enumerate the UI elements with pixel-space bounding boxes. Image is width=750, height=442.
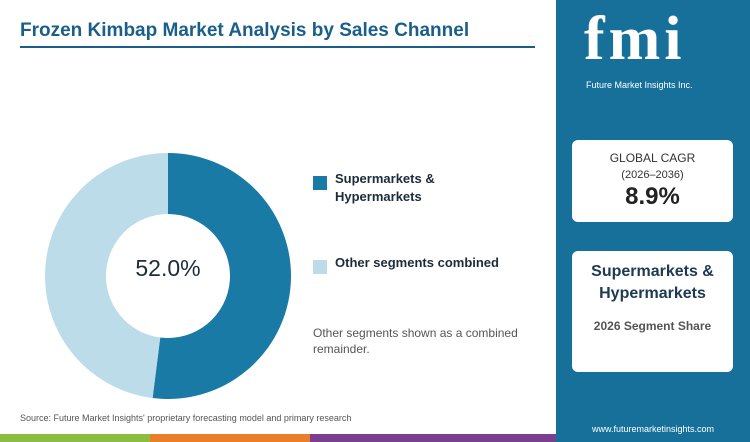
legend-swatch [313, 176, 327, 190]
footer-bar [310, 434, 556, 442]
title-rule [20, 46, 535, 48]
footer-bar [0, 434, 150, 442]
source: Source: Future Market Insights' propriet… [20, 413, 352, 423]
legend: Supermarkets & Hypermarkets Other segment… [313, 170, 513, 274]
segment-caption: 2026 Segment Share [593, 319, 712, 333]
cagr-label: GLOBAL CAGR [609, 151, 696, 165]
slice [152, 153, 291, 399]
segment-box: Supermarkets & Hypermarkets 2026 Segment… [572, 251, 733, 372]
website: www.futuremarketinsights.com [591, 424, 715, 434]
segment-name: Supermarkets & Hypermarkets [591, 263, 714, 302]
legend-item: Supermarkets & Hypermarkets [313, 170, 513, 206]
footer-bar [556, 434, 750, 442]
legend-label: Other segments combined [335, 255, 499, 270]
cagr-box: GLOBAL CAGR (2026–2036) 8.9% [572, 140, 733, 222]
chart-title: Frozen Kimbap Market Analysis by Sales C… [20, 20, 470, 41]
cagr-value: 8.9% [625, 183, 680, 210]
legend-label: Supermarkets & Hypermarkets [335, 171, 435, 204]
logo: fmi [584, 5, 686, 73]
footer-bar [150, 434, 310, 442]
center-label: 52.0% [135, 255, 200, 281]
cagr-period: (2026–2036) [621, 169, 684, 181]
legend-swatch [313, 260, 327, 274]
legend-item: Other segments combined [313, 254, 513, 274]
logo-subtitle: Future Market Insights Inc. [586, 80, 693, 90]
chart: 52.0% [44, 152, 291, 399]
note: Other segments shown as a combined remai… [313, 326, 518, 356]
slice [44, 152, 168, 399]
